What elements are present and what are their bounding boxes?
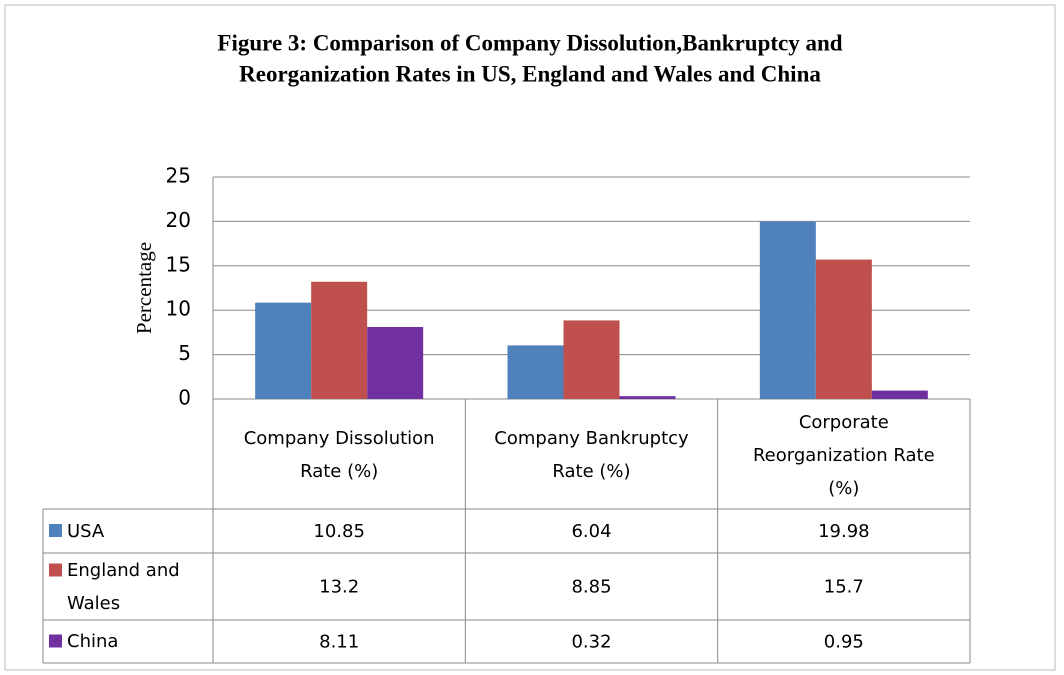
bar [563, 320, 620, 399]
y-tick-label: 5 [178, 341, 191, 365]
legend-key [49, 634, 62, 648]
category-label-box: Company Bankruptcy Rate (%) [494, 428, 689, 482]
table-value: 0.32 [571, 632, 611, 653]
bar [507, 345, 564, 399]
category-label-box: Corporate Reorganization Rate (%) [752, 411, 935, 499]
table-value: 15.7 [824, 577, 864, 598]
bar [311, 281, 368, 399]
category-label: Company Bankruptcy Rate (%) [494, 428, 689, 482]
y-tick-label: 20 [166, 208, 191, 232]
bar [255, 302, 312, 399]
y-tick-label: 0 [178, 386, 191, 410]
chart-title: Figure 3: Comparison of Company Dissolut… [217, 30, 842, 55]
table-value: 8.85 [571, 577, 611, 598]
legend-label: China [67, 631, 119, 652]
table-value: 13.2 [319, 577, 359, 598]
y-tick-label: 25 [166, 164, 191, 188]
bar [815, 259, 872, 399]
chart-frame [4, 4, 1056, 671]
y-axis-label: Percentage [132, 242, 156, 334]
legend-label: USA [67, 520, 105, 542]
bar [619, 396, 676, 399]
y-tick-label: 10 [166, 297, 191, 321]
category-label-box: Company Dissolution Rate (%) [243, 428, 435, 482]
bar [871, 390, 928, 399]
table-value: 19.98 [818, 521, 870, 542]
bar [759, 221, 816, 399]
bar [367, 326, 424, 399]
legend-label-box: England and Wales [67, 559, 180, 614]
legend-label-box: USA [67, 520, 105, 542]
table-value: 8.11 [319, 632, 359, 653]
legend-label-box: China [67, 631, 119, 652]
legend-key [49, 524, 62, 537]
table-value: 0.95 [824, 632, 864, 653]
legend-key [49, 563, 62, 577]
category-label: Company Dissolution Rate (%) [243, 428, 435, 482]
legend-label: England and Wales [67, 559, 180, 614]
table-value: 6.04 [571, 521, 611, 542]
table-value: 10.85 [313, 521, 365, 542]
category-label: Corporate Reorganization Rate (%) [752, 411, 935, 499]
y-tick-label: 15 [166, 252, 191, 276]
chart-title: Reorganization Rates in US, England and … [239, 61, 821, 86]
